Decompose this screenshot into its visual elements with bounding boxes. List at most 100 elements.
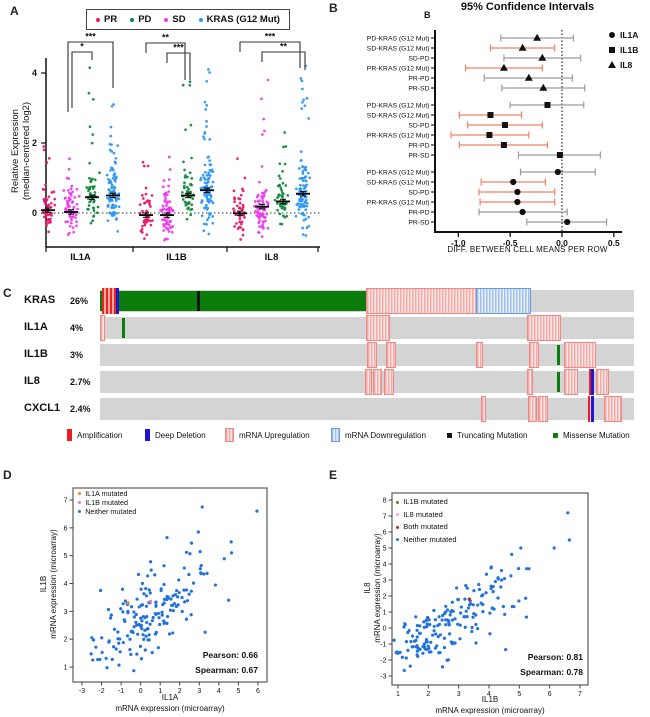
- data-point: [154, 603, 158, 608]
- data-point: [488, 632, 492, 636]
- significance-stars: ***: [173, 43, 184, 53]
- data-point: [190, 156, 193, 160]
- data-point: [418, 647, 422, 651]
- data-point: [143, 648, 147, 652]
- data-point: [428, 622, 432, 627]
- data-point: [177, 591, 181, 595]
- data-point: [254, 209, 257, 213]
- data-point: [566, 511, 570, 515]
- data-point: [484, 591, 488, 595]
- category-label: IL1A: [70, 252, 91, 263]
- panel-a-label: A: [10, 4, 19, 18]
- data-point: [474, 641, 478, 645]
- data-point: [205, 80, 209, 83]
- data-point: [261, 220, 265, 223]
- data-point: [132, 625, 136, 629]
- legend-dot-icon: [396, 538, 400, 542]
- oncoprint-gene-label: IL1A: [24, 321, 48, 333]
- data-point: [85, 186, 89, 189]
- data-point: [240, 220, 244, 224]
- data-point: [105, 173, 109, 177]
- data-point: [241, 205, 245, 209]
- data-point: [116, 637, 120, 641]
- data-point: [52, 190, 56, 194]
- data-point: [278, 212, 282, 216]
- data-point: [422, 642, 426, 646]
- data-point: [134, 612, 138, 617]
- oncoprint-percent-label: 2.4%: [70, 404, 91, 414]
- data-point: [75, 220, 78, 224]
- data-point: [258, 180, 261, 184]
- data-point: [164, 191, 168, 195]
- marker-square: [500, 142, 507, 148]
- onco-segment-up: [364, 369, 373, 395]
- x-tick-label: 3: [457, 691, 461, 698]
- data-point: [202, 176, 206, 180]
- data-point: [68, 198, 72, 201]
- data-point: [151, 219, 154, 222]
- data-point: [128, 648, 132, 652]
- data-point: [258, 225, 261, 228]
- data-point: [163, 194, 167, 198]
- data-point: [141, 197, 145, 200]
- data-point: [87, 91, 91, 95]
- data-point: [241, 187, 244, 191]
- data-point: [100, 636, 104, 640]
- panel-b-label: B: [329, 1, 338, 15]
- legend-dot-icon: [78, 500, 82, 505]
- legend-label: IL1B: [620, 45, 638, 55]
- data-point: [148, 219, 152, 223]
- data-point: [45, 161, 49, 164]
- data-point: [145, 200, 149, 204]
- data-point: [406, 648, 410, 652]
- data-point: [503, 612, 507, 616]
- data-point: [471, 603, 475, 607]
- data-point: [256, 207, 260, 211]
- data-point: [425, 622, 429, 626]
- data-point: [162, 621, 166, 625]
- data-point: [253, 200, 257, 203]
- data-point: [161, 185, 165, 189]
- legend-dot-icon: [198, 17, 203, 22]
- data-point: [257, 231, 261, 235]
- x-tick-label: 5: [517, 691, 521, 698]
- onco-segment-up: [480, 396, 486, 422]
- data-point: [69, 216, 73, 220]
- data-point: [120, 587, 125, 591]
- data-point: [299, 150, 303, 153]
- x-tick-label: 0: [139, 688, 143, 695]
- data-point: [282, 145, 285, 149]
- data-point: [145, 233, 149, 237]
- data-point: [184, 550, 189, 554]
- data-point: [463, 597, 467, 601]
- y-tick-label: 3: [383, 578, 387, 585]
- data-point: [474, 622, 478, 627]
- oncoprint-legend-item: Truncating Mutation: [447, 428, 527, 442]
- data-point: [75, 203, 79, 206]
- data-point: [144, 186, 148, 190]
- data-point: [239, 226, 242, 229]
- onco-segment-up: [367, 342, 377, 368]
- marker-square: [556, 152, 563, 158]
- x-tick-label: 1: [396, 691, 400, 698]
- data-point: [47, 157, 51, 160]
- data-point: [166, 227, 169, 231]
- y-axis-gene: IL1B: [39, 575, 48, 593]
- data-point: [140, 194, 144, 197]
- data-point: [149, 205, 152, 208]
- data-point: [488, 611, 492, 615]
- data-point: [205, 125, 208, 128]
- data-point: [67, 177, 71, 180]
- category-label: IL8: [265, 252, 279, 263]
- onco-segment-up: [596, 369, 610, 395]
- data-point: [307, 117, 311, 120]
- data-point: [146, 626, 150, 631]
- data-point: [403, 622, 407, 627]
- data-point: [184, 204, 188, 207]
- data-point: [300, 107, 304, 110]
- legend-label: mRNA Upregulation: [239, 430, 310, 440]
- data-point: [111, 167, 115, 170]
- onco-segment-up: [563, 369, 578, 395]
- data-point: [235, 204, 239, 208]
- data-point: [198, 567, 202, 571]
